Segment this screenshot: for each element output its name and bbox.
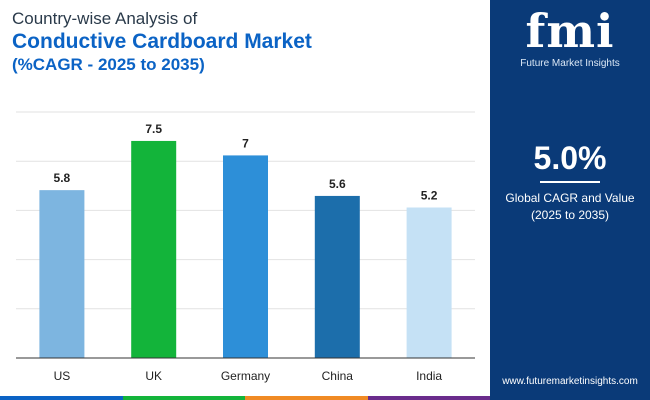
value-label-uk: 7.5 <box>145 122 162 136</box>
value-labels: 5.8 7.5 7 5.6 5.2 <box>54 122 438 203</box>
cagr-divider <box>540 181 600 183</box>
bars <box>39 140 452 358</box>
bar-us <box>39 190 85 358</box>
bar-germany <box>223 155 268 358</box>
bar-china <box>314 195 360 358</box>
title-line-1: Country-wise Analysis of <box>12 9 198 28</box>
title-line-2: Conductive Cardboard Market <box>12 30 312 53</box>
value-label-china: 5.6 <box>329 177 346 191</box>
category-labels: US UK Germany China India <box>54 369 443 383</box>
bottom-bar-segment <box>245 396 368 400</box>
logo-mark: fmi <box>525 4 615 58</box>
category-label-uk: UK <box>145 369 162 383</box>
category-label-us: US <box>54 369 71 383</box>
bar-india <box>406 207 452 358</box>
chart-title: Country-wise Analysis of Conductive Card… <box>12 8 312 76</box>
bar-chart: 5.8 7.5 7 5.6 5.2 US UK Germany China India <box>16 111 475 383</box>
cagr-label-line-2: (2025 to 2035) <box>530 208 610 222</box>
title-line-3: (%CAGR - 2025 to 2035) <box>12 55 205 74</box>
value-label-us: 5.8 <box>54 171 71 185</box>
bottom-bar-segment <box>0 396 123 400</box>
global-cagr-value: 5.0% <box>533 140 607 176</box>
bottom-color-bar <box>0 396 490 400</box>
value-label-india: 5.2 <box>421 189 438 203</box>
value-label-germany: 7 <box>242 136 249 150</box>
fmi-logo: fmi Future Market Insights <box>490 6 650 69</box>
category-label-india: India <box>416 369 442 383</box>
bottom-bar-segment <box>122 396 245 400</box>
bottom-bar-segment <box>367 396 490 400</box>
cagr-label-line-1: Global CAGR and Value <box>505 191 635 205</box>
website-link[interactable]: www.futuremarketinsights.com <box>502 376 638 387</box>
category-label-germany: Germany <box>221 369 270 383</box>
category-label-china: China <box>322 369 354 383</box>
logo-subtext: Future Market Insights <box>520 58 620 69</box>
bar-uk <box>131 140 177 358</box>
sidebar-panel: fmi Future Market Insights 5.0% Global C… <box>490 0 650 400</box>
global-cagr-label: Global CAGR and Value (2025 to 2035) <box>490 190 650 224</box>
